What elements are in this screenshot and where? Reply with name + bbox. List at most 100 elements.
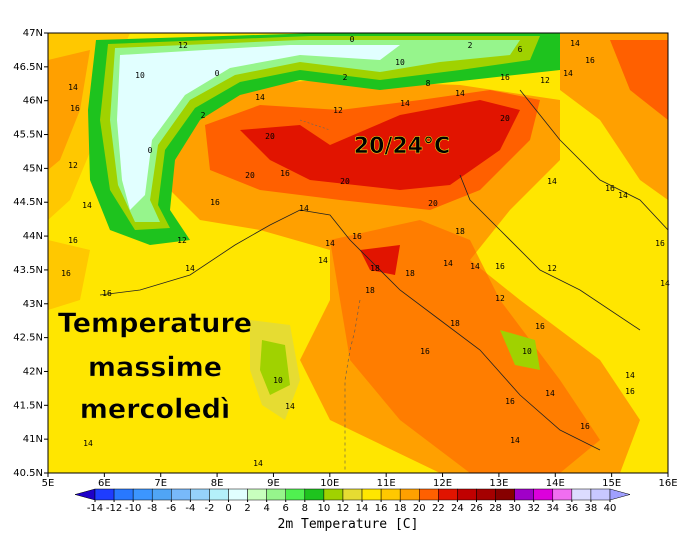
colorbar-label: 2m Temperature [C] (278, 517, 419, 532)
colorbar-tick-label: 12 (337, 503, 350, 514)
contour-label: 10 (522, 347, 532, 356)
contour-label: 14 (547, 177, 557, 186)
contour-label: 6 (518, 45, 523, 54)
lon-tick-label: 12E (433, 478, 452, 489)
colorbar-swatch (342, 488, 363, 501)
lat-tick-label: 46N (23, 96, 43, 107)
contour-label: 14 (510, 436, 520, 445)
contour-label: 14 (285, 402, 295, 411)
colorbar-tick-label: 32 (527, 503, 540, 514)
contour-label: 14 (455, 89, 465, 98)
colorbar-swatch (171, 488, 191, 501)
contour-label: 20 (340, 177, 350, 186)
contour-label: 0 (215, 69, 220, 78)
lon-tick-label: 16E (658, 478, 677, 489)
lon-tick-label: 5E (42, 478, 55, 489)
colorbar-tick-label: -2 (204, 503, 214, 514)
contour-label: 14 (299, 204, 309, 213)
contour-label: 18 (405, 269, 415, 278)
border (344, 299, 361, 473)
colorbar-tick-label: 16 (375, 503, 388, 514)
colorbar-tick-label: 28 (489, 503, 502, 514)
contour-label: 0 (148, 146, 153, 155)
colorbar-swatch (304, 488, 325, 501)
lon-tick-label: 9E (267, 478, 280, 489)
lat-tick-label: 42N (23, 366, 43, 377)
colorbar-swatch (438, 488, 458, 501)
colorbar-swatch (228, 488, 248, 501)
contour-label: 16 (625, 387, 635, 396)
colorbar-swatch (151, 488, 172, 501)
lon-tick-label: 7E (154, 478, 167, 489)
contour-label: 18 (370, 264, 380, 273)
overlay-title: mercoledì (80, 394, 230, 425)
contour-label: 2 (201, 111, 206, 120)
colorbar-swatch (94, 488, 115, 501)
alps-high (110, 40, 520, 222)
grid-decoration (48, 33, 668, 473)
contour-label: 12 (68, 161, 78, 170)
contour-label: 2 (343, 73, 348, 82)
colorbar-tick-label: 22 (432, 503, 445, 514)
lat-tick-label: 41N (23, 434, 43, 445)
lat-tick-label: 43N (23, 299, 43, 310)
contour-label: 14 (563, 69, 573, 78)
colorbar-swatch (323, 488, 344, 501)
colorbar-tick-label: 20 (413, 503, 426, 514)
contour-label: 16 (505, 397, 515, 406)
lon-tick-label: 13E (489, 478, 508, 489)
colorbar-tick-label: -14 (87, 503, 103, 514)
contour-label: 16 (68, 236, 78, 245)
contour-label: 16 (420, 347, 430, 356)
field-area (48, 240, 90, 310)
contour-label: 16 (61, 269, 71, 278)
contour-label: 16 (655, 239, 665, 248)
colorbar-tick-label: 0 (225, 503, 231, 514)
plot-frame (47, 32, 669, 474)
contour-label: 14 (253, 459, 263, 468)
colorbar-swatch (495, 488, 515, 501)
contour-label: 16 (70, 104, 80, 113)
colorbar-tick-label: 24 (451, 503, 464, 514)
contour-label: 10 (135, 71, 145, 80)
contour-label: 14 (82, 201, 92, 210)
contour-label: 14 (545, 389, 555, 398)
colorbar-swatch (209, 488, 229, 501)
contour-label: 20 (265, 132, 275, 141)
overlay-title: Temperature (58, 308, 252, 339)
contour-label: 14 (255, 93, 265, 102)
lon-tick-label: 6E (98, 478, 111, 489)
colorbar-tick-label: 6 (283, 503, 289, 514)
lat-tick-label: 46.5N (13, 62, 43, 73)
contour-label: 12 (547, 264, 557, 273)
contour-label: 0 (350, 35, 355, 44)
colorbar-tick-label: -10 (125, 503, 141, 514)
contour-label: 12 (540, 76, 550, 85)
colorbar-end (609, 488, 631, 501)
contour-label: 14 (325, 239, 335, 248)
colorbar-tick-label: 4 (263, 503, 269, 514)
contour-label: 14 (625, 371, 635, 380)
field-area (48, 50, 90, 170)
sardinia-high (260, 340, 290, 395)
colorbar-swatch (247, 488, 267, 501)
colorbar-swatch (113, 488, 134, 501)
contour-label: 14 (83, 439, 93, 448)
contour-label: 18 (365, 286, 375, 295)
contour-label: 14 (443, 259, 453, 268)
colorbar-swatch (533, 488, 554, 501)
po-valley-core (240, 100, 520, 190)
colorbar-tick-label: 8 (302, 503, 308, 514)
field-area (330, 220, 600, 473)
contour-label: 14 (318, 256, 328, 265)
colorbar-swatch (380, 488, 401, 501)
colorbar-tick-label: -12 (106, 503, 122, 514)
contour-label: 14 (618, 191, 628, 200)
lon-tick-label: 14E (546, 478, 565, 489)
colorbar-swatch (190, 488, 210, 501)
contour-label: 16 (605, 184, 615, 193)
contour-label: 14 (660, 279, 670, 288)
apennine-high (500, 330, 540, 370)
contour-label: 14 (570, 39, 580, 48)
colorbar-swatch (476, 488, 496, 501)
